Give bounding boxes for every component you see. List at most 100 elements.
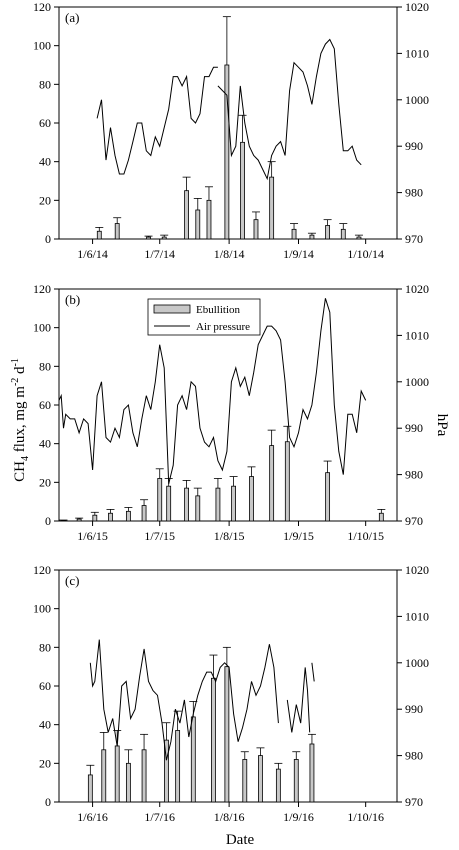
ebullition-bar	[284, 441, 290, 522]
air-pressure-line	[96, 66, 218, 175]
y-tick-label-right: 1000	[405, 375, 429, 389]
ebullition-bar	[378, 512, 384, 522]
ebullition-bar	[76, 518, 82, 522]
air-pressure-line	[89, 639, 279, 761]
x-tick-label: 1/6/16	[77, 810, 108, 824]
legend: Ebullition Air pressure	[147, 298, 261, 336]
y-tick-label-left: 40	[39, 155, 51, 169]
ebullition-bar	[175, 730, 181, 803]
x-tick-label: 1/8/14	[214, 247, 245, 261]
y-tick-label-left: 0	[45, 514, 51, 528]
y-tick-label-left: 120	[33, 282, 51, 296]
ebullition-bar	[108, 512, 113, 522]
panel-label: (c)	[65, 573, 79, 588]
chart-panel: 0 20 40 60 80 100 120 970 980 990 1000 1010 1020 1/6/…	[33, 0, 429, 261]
chart-panel: 0 20 40 60 80 100 120 970 980 990 1000 1010 1020 1/6/…	[33, 282, 429, 543]
y-tick-label-left: 80	[39, 77, 51, 91]
legend-air-pressure-label: Air pressure	[196, 321, 250, 333]
y-tick-label-left: 100	[33, 39, 51, 53]
y-tick-label-left: 80	[39, 640, 51, 654]
y-tick-label-left: 0	[45, 795, 51, 809]
y-tick-label-right: 1010	[405, 46, 429, 60]
ebullition-bar	[157, 478, 163, 522]
legend-ebullition-label: Ebullition	[196, 304, 241, 316]
ebullition-bar	[166, 485, 172, 522]
ebullition-bar	[269, 176, 275, 240]
x-tick-label: 1/7/14	[144, 247, 175, 261]
ebullition-bar	[325, 472, 331, 522]
y-tick-label-left: 60	[39, 679, 51, 693]
ebullition-bar	[184, 487, 189, 522]
x-tick-label: 1/6/14	[77, 247, 108, 261]
y-tick-label-right: 1020	[405, 282, 429, 296]
ebullition-bar	[206, 199, 212, 240]
ebullition-bar	[269, 445, 275, 522]
y-tick-label-left: 40	[39, 437, 51, 451]
x-tick-label: 1/9/15	[283, 529, 314, 543]
ebullition-bar	[141, 505, 147, 522]
y-tick-label-right: 1000	[405, 93, 429, 107]
y-tick-label-left: 60	[39, 116, 51, 130]
air-pressure-line	[217, 38, 362, 181]
x-tick-label: 1/8/16	[214, 810, 245, 824]
y-tick-label-right: 980	[405, 749, 423, 763]
ebullition-bar	[340, 228, 346, 240]
panel-label: (b)	[65, 292, 80, 307]
y-tick-label-right: 970	[405, 232, 423, 246]
y-tick-label-left: 20	[39, 475, 51, 489]
ebullition-bar	[184, 190, 189, 240]
panel-label: (a)	[65, 10, 79, 25]
y-tick-label-right: 990	[405, 139, 423, 153]
x-tick-label: 1/7/16	[144, 810, 175, 824]
ebullition-bar	[101, 749, 107, 803]
ebullition-bar	[325, 225, 331, 240]
x-tick-label: 1/7/15	[144, 529, 175, 543]
x-tick-label: 1/8/15	[214, 529, 245, 543]
y-tick-label-right: 1010	[405, 328, 429, 342]
y-tick-label-left: 20	[39, 756, 51, 770]
x-tick-label: 1/9/14	[283, 247, 314, 261]
y-tick-label-right: 990	[405, 702, 423, 716]
y-tick-label-right: 970	[405, 514, 423, 528]
x-tick-label: 1/10/16	[347, 810, 384, 824]
y-tick-label-right: 1020	[405, 0, 429, 14]
y-tick-label-right: 970	[405, 795, 423, 809]
ebullition-bar	[195, 495, 201, 522]
y-axis-label-right: hPa	[434, 414, 450, 437]
y-tick-label-right: 990	[405, 421, 423, 435]
ebullition-bar	[190, 716, 196, 803]
ebullition-bar	[141, 749, 147, 803]
ebullition-bar	[258, 755, 263, 803]
ebullition-bar	[211, 677, 216, 803]
ebullition-bar	[92, 514, 98, 522]
x-tick-label: 1/10/14	[347, 247, 384, 261]
ebullition-bar	[231, 485, 236, 522]
ebullition-bar	[125, 762, 131, 803]
ebullition-bar	[61, 520, 66, 522]
ebullition-bar	[275, 768, 281, 803]
ebullition-bar	[240, 141, 245, 240]
y-tick-label-left: 40	[39, 718, 51, 732]
ebullition-bar	[224, 64, 230, 240]
ebullition-bar	[114, 223, 120, 240]
air-pressure-line	[58, 298, 367, 485]
ebullition-bar	[224, 666, 230, 803]
y-tick-label-left: 100	[33, 321, 51, 335]
chart-panel: 0 20 40 60 80 100 120 970 980 990 1000 1010 1020 1/6/…	[33, 563, 429, 824]
y-tick-label-left: 80	[39, 359, 51, 373]
y-tick-label-left: 120	[33, 0, 51, 14]
ebullition-bar	[253, 219, 259, 240]
y-tick-label-left: 20	[39, 193, 51, 207]
ebullition-bar	[309, 234, 315, 240]
ebullition-bar	[87, 774, 93, 803]
ebullition-bar	[291, 228, 297, 240]
y-tick-label-right: 980	[405, 186, 423, 200]
ebullition-bar	[146, 236, 151, 240]
x-tick-label: 1/9/16	[283, 810, 314, 824]
y-tick-label-right: 1010	[405, 609, 429, 623]
ebullition-bar	[96, 230, 102, 240]
y-tick-label-right: 1000	[405, 656, 429, 670]
air-pressure-line	[311, 662, 315, 682]
x-tick-label: 1/6/15	[77, 529, 108, 543]
